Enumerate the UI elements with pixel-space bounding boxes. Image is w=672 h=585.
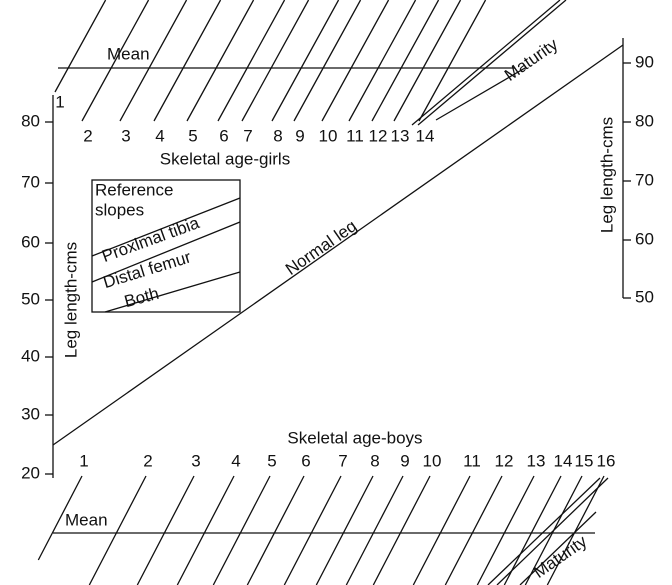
boys-age-line <box>315 475 374 585</box>
boys-age-label: 12 <box>495 451 514 470</box>
boys-age-label: 3 <box>191 451 200 470</box>
boys-age-label: 7 <box>338 451 347 470</box>
inset-line <box>91 221 241 283</box>
girls-age-line <box>393 0 462 122</box>
boys-age-line <box>88 475 147 585</box>
girls-age-label: 13 <box>391 126 410 145</box>
boys-age-line <box>345 475 404 585</box>
tick-label: 70 <box>635 170 654 189</box>
boys-age-label: 9 <box>400 451 409 470</box>
boys-age-label: 8 <box>370 451 379 470</box>
girls-age-label: 7 <box>243 126 252 145</box>
inset-title: slopes <box>95 200 144 219</box>
boys-age-line <box>476 475 535 585</box>
boys-age-line <box>412 475 471 585</box>
inset-box <box>91 179 241 313</box>
girls-age-line <box>186 0 255 122</box>
inset-line <box>104 271 241 313</box>
girls-age-line <box>293 0 362 122</box>
boys-age-line <box>283 475 342 585</box>
girls-age-label: 11 <box>346 126 364 145</box>
tick-label: 80 <box>635 111 654 130</box>
girls-age-line <box>54 0 107 93</box>
normal-leg-line <box>52 44 624 446</box>
girls-age-line <box>241 0 310 122</box>
left-axis-title: Leg length-cms <box>61 242 80 358</box>
boys-age-line <box>136 475 195 585</box>
tick-label: 30 <box>21 404 40 423</box>
boys-mean-label: Mean <box>65 510 108 529</box>
boys-caption: Skeletal age-boys <box>287 428 422 447</box>
tick-label: 40 <box>21 346 40 365</box>
girls-age-label: 6 <box>219 126 228 145</box>
girls-age-label: 12 <box>369 126 388 145</box>
girls-age-line <box>321 0 390 122</box>
maturity-line <box>411 0 561 126</box>
tick-label: 60 <box>21 232 40 251</box>
girls-age-label: 14 <box>416 126 435 145</box>
girls-age-line <box>119 0 188 122</box>
boys-age-line <box>444 475 503 585</box>
boys-age-label: 2 <box>143 451 152 470</box>
boys-age-label: 4 <box>231 451 240 470</box>
girls-age-line <box>271 0 340 122</box>
girls-age-line <box>81 0 150 122</box>
girls-age-label: 9 <box>295 126 304 145</box>
boys-age-label: 5 <box>267 451 276 470</box>
tick-label: 90 <box>635 52 654 71</box>
tick-label: 80 <box>21 111 40 130</box>
girls-age-line <box>418 0 487 122</box>
boys-age-line <box>546 475 605 585</box>
boys-age-line <box>503 475 562 585</box>
boys-age-line <box>212 475 271 585</box>
boys-age-line <box>246 475 305 585</box>
boys-age-line <box>176 475 235 585</box>
boys-age-label: 11 <box>463 451 481 470</box>
boys-age-line <box>37 475 83 561</box>
inset-title: Reference <box>95 180 173 199</box>
inset-line <box>91 197 241 257</box>
maturity-line <box>487 477 601 585</box>
girls-age-label: 1 <box>55 92 64 111</box>
girls-age-label: 10 <box>319 126 338 145</box>
right-axis-title: Leg length-cms <box>597 117 616 233</box>
girls-age-line <box>217 0 286 122</box>
girls-age-label: 3 <box>121 126 130 145</box>
boys-age-label: 15 <box>575 451 594 470</box>
boys-age-line <box>524 475 583 585</box>
girls-age-label: 8 <box>273 126 282 145</box>
girls-caption: Skeletal age-girls <box>160 149 290 168</box>
girls-age-line <box>348 0 417 122</box>
maturity-line <box>519 511 597 585</box>
boys-age-label: 16 <box>597 451 616 470</box>
tick-label: 20 <box>21 463 40 482</box>
boys-age-label: 14 <box>554 451 573 470</box>
tick-label: 50 <box>21 289 40 308</box>
girls-age-label: 4 <box>155 126 164 145</box>
tick-label: 50 <box>635 287 654 306</box>
normal-leg-label: Normal leg <box>282 216 360 279</box>
girls-age-line <box>371 0 440 122</box>
boys-age-label: 13 <box>527 451 546 470</box>
boys-age-label: 1 <box>79 451 88 470</box>
tick-label: 70 <box>21 172 40 191</box>
tick-label: 60 <box>635 229 654 248</box>
maturity-line <box>435 67 526 121</box>
girls-mean-label: Mean <box>107 44 150 63</box>
girls-age-line <box>153 0 222 122</box>
boys-age-label: 10 <box>423 451 442 470</box>
girls-age-label: 2 <box>83 126 92 145</box>
boys-age-line <box>372 475 431 585</box>
maturity-line <box>417 0 567 126</box>
boys-maturity-label: Maturity <box>530 531 591 582</box>
boys-age-label: 6 <box>301 451 310 470</box>
girls-age-label: 5 <box>188 126 197 145</box>
